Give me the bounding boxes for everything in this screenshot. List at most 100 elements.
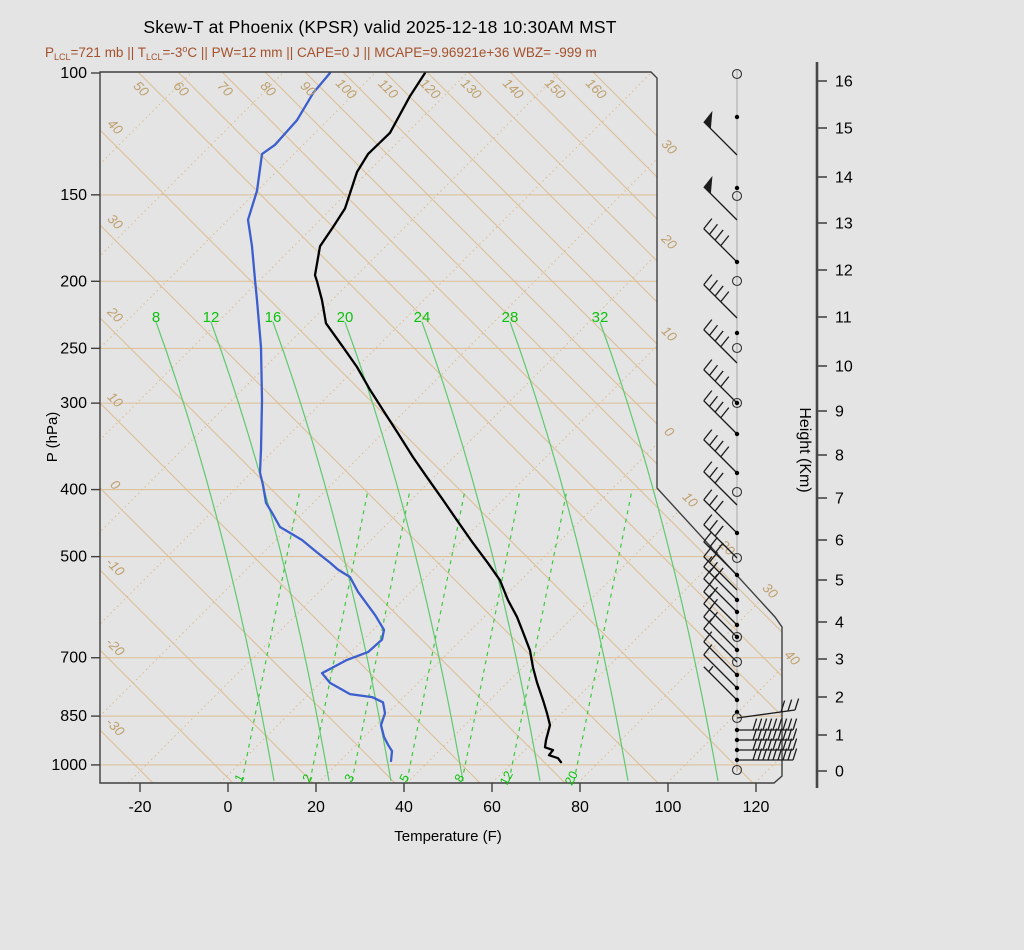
pressure-tick-label: 150 [60,187,87,204]
wind-level-dot [734,597,740,603]
wind-level-dot [734,685,740,691]
temp-tick-label: 100 [655,799,682,816]
wind-level-circle [731,190,743,202]
dry-adiabat-line [463,72,782,783]
pressure-tick-label: 200 [60,273,87,290]
height-tick-label: 14 [835,170,853,187]
dry-adiabat-line [217,72,782,783]
height-tick-label: 3 [835,652,844,669]
wind-level-dot [734,259,740,265]
height-tick-label: 5 [835,573,844,590]
isotherm-label-top: 70 [215,78,237,100]
isotherm-line [100,72,197,783]
wind-barb [703,593,738,638]
moist-adiabat-line [599,321,719,782]
wind-level-dot [734,737,740,743]
theta-label-left: 30 [105,211,127,233]
wind-level-dot [734,185,740,191]
wind-barb [737,728,798,741]
wind-level-dot [734,672,740,678]
subtitle-segment: LCL [145,52,163,62]
wind-barb [703,390,738,435]
wind-barb [703,546,738,591]
dry-adiabat-line [547,72,782,783]
wind-barb [703,274,738,319]
wind-barb [737,738,798,751]
dry-adiabat-line [338,72,782,783]
isotherm-label-right: 0 [661,424,677,440]
pressure-tick-label: 300 [60,395,87,412]
moist-adiabat-label: 28 [502,309,519,326]
mixing-ratio-label: 20 [562,769,581,788]
wind-level-dot [734,622,740,628]
moist-adiabat-line [421,321,541,782]
isotherm-label-top: 160 [583,76,610,103]
chart-subtitle: PLCL=721 mb || TLCL=-3oC || PW=12 mm || … [45,44,597,62]
dry-adiabat-line [100,72,754,783]
isotherm-line [219,72,782,783]
pressure-tick-label: 250 [60,340,87,357]
wind-level-dot [734,431,740,437]
temp-tick-label: 120 [743,799,770,816]
height-axis-title: Height (Km) [796,407,813,492]
subtitle-segment: LCL [54,52,71,62]
wind-level-circle [731,552,743,564]
dry-adiabat-line [100,72,314,783]
mixing-ratio-line [461,489,521,782]
wind-level-circle [731,712,743,724]
dry-adiabat-line [100,72,154,783]
subtitle-segment: C || PW=12 mm || CAPE=0 J || MCAPE=9.969… [187,45,597,60]
isotherm-line [100,72,565,783]
pressure-tick-label: 850 [60,708,87,725]
theta-label-left: 20 [104,303,126,325]
wind-level-circle [731,631,743,643]
pressure-tick-label: 400 [60,482,87,499]
dry-adiabat-line [260,72,782,783]
moist-adiabat-label: 16 [265,309,282,326]
temperature-curve [313,72,563,764]
wind-level-dot [734,114,740,120]
dry-adiabat-line [100,72,659,783]
wind-barb [703,568,738,613]
isotherm-line [406,72,782,783]
isotherm-line [100,72,381,783]
height-tick-label: 13 [835,216,853,233]
wind-level-dot [734,609,740,615]
plot-frame [99,71,783,784]
wind-barb [703,531,738,576]
theta-label-left: -10 [103,555,128,580]
dry-adiabat-line [100,72,396,783]
wind-level-circle [731,764,743,776]
mixing-ratio-line [508,489,568,782]
wind-level-dot [734,400,740,406]
isotherm-line [754,72,782,783]
wind-level-dot [734,697,740,703]
mixing-ratio-line [241,489,301,782]
temp-tick-label: 40 [395,799,413,816]
theta-label-left: 10 [105,389,127,411]
height-tick-label: 8 [835,448,844,465]
moist-adiabat-line [509,321,629,782]
wind-barb [703,218,738,263]
wind-level-dot [734,647,740,653]
wind-barb [736,698,800,719]
height-tick-label: 6 [835,533,844,550]
isotherm-line [100,72,289,783]
height-tick-label: 10 [835,359,853,376]
height-tick-label: 16 [835,74,853,91]
chart-title: Skew-T at Phoenix (KPSR) valid 2025-12-1… [143,17,617,37]
wind-barb [703,644,738,689]
pressure-tick-label: 1000 [51,757,87,774]
dry-adiabat-line [133,72,782,783]
mixing-ratio-line [309,489,369,782]
mixing-ratio-line [573,489,633,782]
isotherm-label-top: 110 [375,76,401,102]
temp-tick-label: 20 [307,799,325,816]
height-tick-label: 15 [835,121,853,138]
wind-barb [737,748,798,761]
isotherm-label-right: 20 [658,230,680,252]
isotherm-label-top: 140 [500,76,527,103]
wind-barb [703,556,738,601]
height-tick-label: 9 [835,404,844,421]
